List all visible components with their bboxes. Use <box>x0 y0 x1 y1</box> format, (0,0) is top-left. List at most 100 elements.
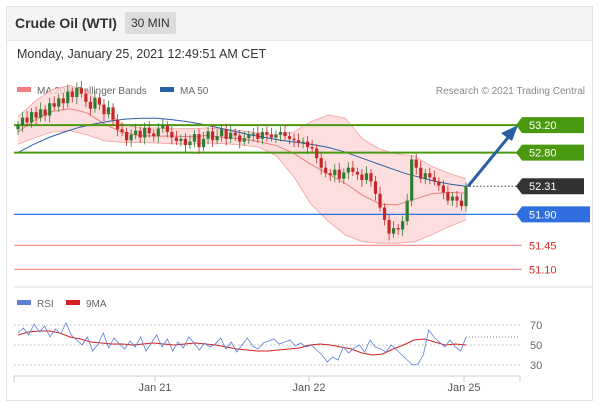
candle-body <box>369 173 373 182</box>
candle <box>342 168 346 185</box>
timestamp: Monday, January 25, 2021 12:49:51 AM CET <box>17 47 267 61</box>
candle <box>220 125 224 142</box>
candle-body <box>459 200 464 207</box>
candle-body <box>66 91 70 104</box>
candle-body <box>324 167 328 174</box>
candle-body <box>396 228 400 230</box>
candle-body <box>423 173 427 179</box>
candle <box>333 164 337 183</box>
candle-body <box>242 138 246 142</box>
candle <box>351 160 355 176</box>
candle <box>324 160 328 178</box>
candle-body <box>441 185 445 193</box>
candle <box>183 133 188 152</box>
candle <box>301 137 305 149</box>
candle <box>20 112 25 133</box>
candle-body <box>306 141 310 148</box>
candle <box>428 167 432 185</box>
candle <box>396 223 400 235</box>
candle-body <box>229 132 233 139</box>
candle-body <box>192 134 197 142</box>
candle <box>106 100 111 119</box>
candle <box>210 125 215 148</box>
rsi-tick-label: 50 <box>530 340 542 352</box>
x-tick-label: Jan 25 <box>447 382 480 394</box>
candle <box>25 110 29 127</box>
candle <box>93 90 97 113</box>
bollinger-band-layer <box>18 85 466 244</box>
candle-body <box>251 133 255 135</box>
ma50-legend-swatch <box>160 87 174 92</box>
candle <box>315 144 319 164</box>
candle-body <box>278 132 283 135</box>
candle-body <box>410 159 414 201</box>
candle-body <box>301 141 305 143</box>
candle-body <box>247 134 251 139</box>
forecast-arrow-head <box>501 125 518 142</box>
candle <box>346 162 350 180</box>
timeframe-badge[interactable]: 30 MIN <box>125 12 176 34</box>
candle <box>70 87 74 103</box>
credit-text: Research © 2021 Trading Central <box>436 86 585 97</box>
candle-body <box>70 91 74 98</box>
candle <box>360 169 364 187</box>
candle-body <box>147 127 151 134</box>
candle <box>278 126 283 142</box>
candle-body <box>269 134 274 138</box>
support-label: 51.90 <box>529 209 557 221</box>
candle <box>125 127 129 146</box>
candle <box>306 136 310 154</box>
candle-body <box>88 101 93 109</box>
candle-body <box>43 109 47 116</box>
candle <box>464 182 468 212</box>
candle-body <box>428 173 432 178</box>
candle <box>84 89 88 108</box>
candle-body <box>360 174 364 181</box>
rsi-ma-line <box>17 330 467 356</box>
candle <box>29 108 34 128</box>
rsi-ma-legend-label: 9MA <box>86 299 107 310</box>
candle <box>206 127 210 145</box>
candle <box>138 126 142 143</box>
candle <box>229 125 233 143</box>
candle <box>102 99 106 122</box>
rsi-panel: 70 50 30 <box>14 320 542 372</box>
candle <box>319 152 323 175</box>
candle <box>152 129 156 142</box>
candle <box>287 132 292 145</box>
resistance-label: 52.80 <box>529 148 557 160</box>
candle-body <box>138 130 142 138</box>
candle <box>432 170 436 186</box>
candle-body <box>156 128 160 137</box>
candle-body <box>265 132 269 135</box>
candle <box>274 130 278 143</box>
candle-body <box>111 107 115 120</box>
candle <box>233 128 237 141</box>
candle-body <box>450 196 455 201</box>
candle-body <box>188 141 192 146</box>
candle-body <box>319 158 323 168</box>
candle-body <box>210 131 215 141</box>
rsi-ma-legend-swatch <box>66 300 80 305</box>
candle <box>34 106 38 125</box>
rsi-legend-label: RSI <box>37 299 54 310</box>
candle-body <box>296 140 301 143</box>
rsi-legend-swatch <box>17 300 31 305</box>
candle <box>265 126 269 142</box>
candle <box>446 185 450 205</box>
candle <box>39 102 43 122</box>
candle <box>66 84 70 108</box>
candle <box>192 129 197 148</box>
candle <box>369 169 373 187</box>
candle <box>224 123 228 146</box>
candle-body <box>355 171 359 175</box>
ma50-legend-label: MA 50 <box>180 86 209 97</box>
x-tick-label: Jan 22 <box>292 382 325 394</box>
candle <box>120 122 124 137</box>
candle-body <box>287 136 292 139</box>
candle-body <box>224 129 228 139</box>
resistance-label: 53.20 <box>529 120 557 132</box>
candle-body <box>378 193 382 208</box>
candle-body <box>206 131 210 139</box>
